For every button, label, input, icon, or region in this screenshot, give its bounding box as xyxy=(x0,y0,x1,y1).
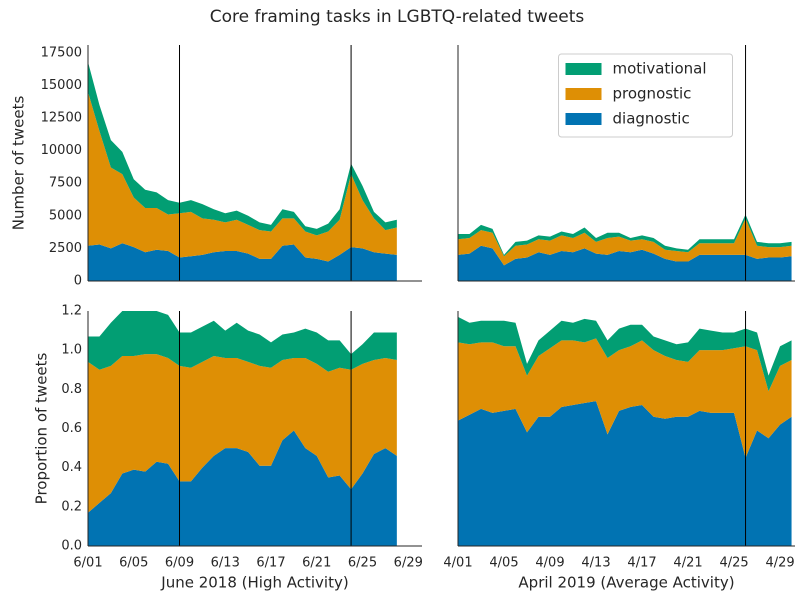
x-tick-label: 4/01 xyxy=(443,556,472,571)
y-tick-label: 1.0 xyxy=(61,343,82,358)
x-tick-label: 6/05 xyxy=(119,556,148,571)
y-tick-label: 12500 xyxy=(41,111,82,126)
area-diagnostic xyxy=(458,401,792,546)
x-tick-label: 6/29 xyxy=(394,556,423,571)
plot-area xyxy=(88,61,397,281)
y-tick-label: 0.6 xyxy=(61,421,82,436)
x-tick-label: 6/17 xyxy=(256,556,285,571)
x-tick-label: 6/09 xyxy=(165,556,194,571)
x-axis-label: June 2018 (High Activity) xyxy=(160,574,348,592)
x-tick-label: 6/13 xyxy=(211,556,240,571)
area-prognostic xyxy=(458,338,792,458)
x-axis-label: April 2019 (Average Activity) xyxy=(518,574,734,592)
area-motivational xyxy=(458,316,792,392)
figure-title: Core framing tasks in LGBTQ-related twee… xyxy=(210,7,585,27)
y-axis-label: Proportion of tweets xyxy=(33,352,51,504)
x-tick-label: 4/21 xyxy=(673,556,702,571)
y-tick-label: 0.0 xyxy=(61,539,82,554)
x-tick-label: 4/09 xyxy=(535,556,564,571)
x-tick-label: 6/01 xyxy=(73,556,102,571)
y-tick-label: 0.8 xyxy=(61,382,82,397)
x-tick-label: 6/21 xyxy=(302,556,331,571)
y-tick-label: 17500 xyxy=(41,45,82,60)
legend-label: motivational xyxy=(613,60,707,78)
x-tick-label: 4/17 xyxy=(627,556,656,571)
legend-frame xyxy=(558,53,733,138)
x-tick-label: 4/05 xyxy=(489,556,518,571)
y-tick-label: 7500 xyxy=(49,176,82,191)
plot-area xyxy=(88,311,397,546)
y-tick-label: 10000 xyxy=(41,143,82,158)
y-axis-label: Number of tweets xyxy=(10,96,28,231)
x-tick-label: 6/25 xyxy=(348,556,377,571)
x-tick-label: 4/13 xyxy=(581,556,610,571)
legend: motivational prognostic diagnostic xyxy=(558,53,733,138)
y-tick-label: 0.4 xyxy=(61,460,82,475)
legend-swatch xyxy=(565,113,602,125)
y-tick-label: 15000 xyxy=(41,78,82,93)
plot-area xyxy=(458,214,792,281)
area-prognostic xyxy=(88,91,397,262)
y-tick-label: 0.2 xyxy=(61,499,82,514)
area-prognostic xyxy=(458,218,792,266)
area-diagnostic xyxy=(458,245,792,281)
y-tick-label: 2500 xyxy=(49,241,82,256)
plot-area xyxy=(458,316,792,546)
legend-swatch xyxy=(565,63,602,75)
legend-swatch xyxy=(565,88,602,100)
x-tick-label: 4/25 xyxy=(719,556,748,571)
legend-label: diagnostic xyxy=(613,110,690,128)
area-diagnostic xyxy=(88,243,397,281)
y-tick-label: 5000 xyxy=(49,208,82,223)
legend-label: prognostic xyxy=(613,85,692,103)
area-motivational xyxy=(88,311,397,372)
area-motivational xyxy=(458,214,792,257)
area-prognostic xyxy=(88,354,397,513)
area-diagnostic xyxy=(88,430,397,546)
x-tick-label: 4/29 xyxy=(765,556,794,571)
y-tick-label: 0 xyxy=(74,274,82,289)
y-tick-label: 1.2 xyxy=(61,304,82,319)
